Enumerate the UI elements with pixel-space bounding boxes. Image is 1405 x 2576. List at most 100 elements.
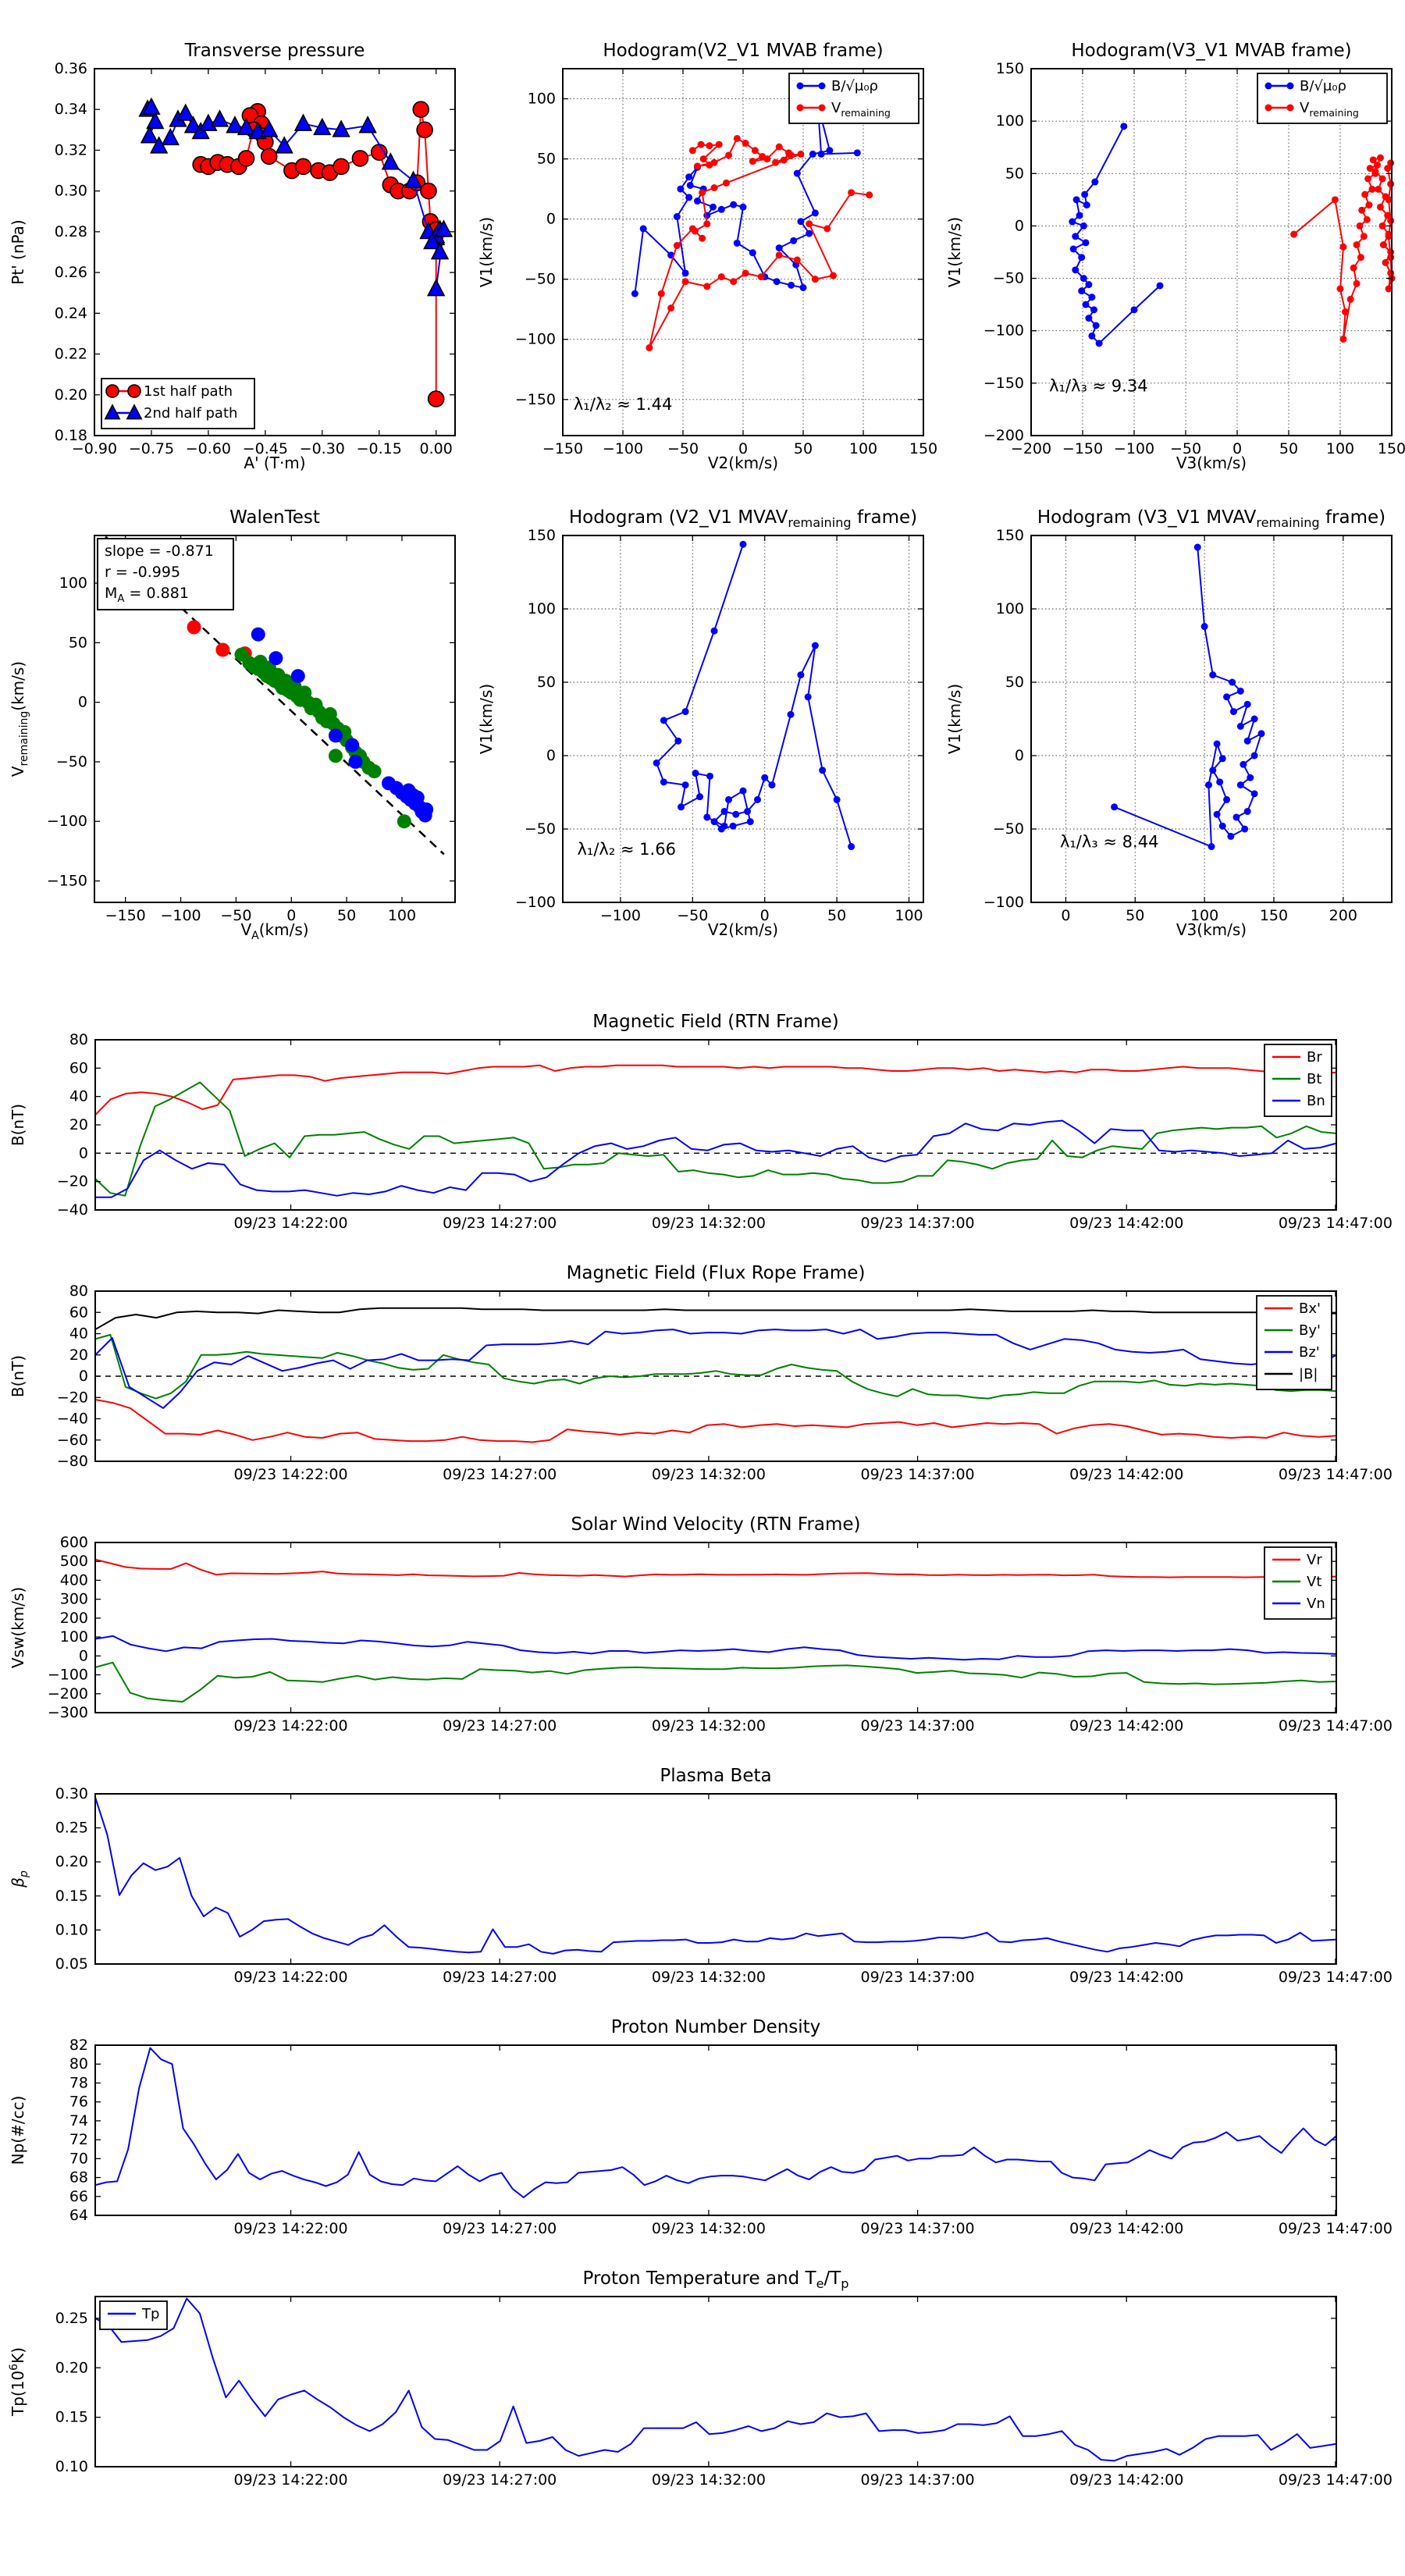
y-axis-label: B(nT) (9, 1104, 27, 1146)
stats-box: slope = -0.871 r = -0.995 MA = 0.881 (97, 538, 234, 610)
y-axis-label: βp (9, 1870, 30, 1888)
y-tick-label: 0 (79, 1144, 88, 1162)
y-tick-label: 60 (69, 1304, 88, 1321)
legend-label: Vr (1307, 1552, 1322, 1568)
y-tick-label: −50 (525, 271, 556, 288)
series-0 (192, 101, 445, 407)
x-tick-label: 09/23 14:32:00 (652, 1969, 766, 1986)
hodogram-v2v1-mvav-chart: −100 −50 0 50 100 −100 −50 0 50 100 150 Hodogram (V… (477, 507, 924, 939)
y-tick-label: −150 (47, 873, 87, 890)
x-tick-label: 100 (1326, 440, 1354, 457)
chart-title: Hodogram (V3_V1 MVAVremaining frame) (1037, 507, 1385, 530)
y-tick-label: 300 (60, 1591, 88, 1608)
hodogram-row-1: −0.90 −0.75 −0.60 −0.45 −0.30 −0.15 0.00 0.18 0.… (0, 9, 1405, 476)
x-tick-label: 09/23 14:32:00 (652, 2471, 766, 2489)
x-tick-label: 50 (337, 907, 356, 924)
x-tick-label: −100 (600, 907, 641, 924)
series-0 (631, 100, 861, 297)
y-tick-label: 0.20 (55, 2359, 88, 2376)
y-tick-label: 20 (69, 1347, 88, 1364)
series-1 (138, 97, 454, 297)
x-tick-label: 09/23 14:37:00 (861, 2471, 975, 2489)
y-tick-label: 150 (528, 527, 556, 544)
x-tick-label: 09/23 14:47:00 (1279, 1466, 1393, 1483)
y-tick-label: −50 (993, 270, 1024, 287)
plasma-beta-chart: 09/23 14:22:00 09/23 14:27:00 09/23 14:32:… (9, 1766, 1393, 1986)
legend-label: |B| (1299, 1366, 1318, 1382)
hodogram-v2v1-mvab-chart: −150 −100 −50 0 50 100 150 −150 −100 −50 0 50 100 Hod… (477, 41, 937, 472)
y-tick-label: 100 (996, 600, 1024, 617)
x-tick-label: 09/23 14:27:00 (443, 1717, 557, 1735)
y-tick-label: −100 (515, 894, 556, 911)
x-tick-label: −200 (1011, 440, 1051, 457)
y-tick-label: 0.30 (55, 183, 87, 200)
y-tick-label: −300 (48, 1704, 88, 1721)
y-tick-label: 0.15 (55, 1888, 88, 1905)
stats-line: r = -0.995 (105, 564, 180, 581)
x-tick-label: 0 (760, 907, 770, 924)
axes-frame (94, 68, 456, 436)
series-0 (94, 2297, 1337, 2462)
series-2 (234, 647, 411, 829)
y-tick-label: −150 (984, 375, 1024, 392)
x-tick-label: 09/23 14:47:00 (1279, 2471, 1393, 2489)
axes-frame (562, 535, 924, 903)
x-tick-label: −50 (220, 907, 251, 924)
x-tick-label: 100 (1190, 907, 1218, 924)
x-tick-label: 100 (849, 440, 877, 457)
x-tick-label: 200 (1329, 907, 1357, 924)
x-tick-label: 09/23 14:22:00 (233, 1969, 347, 1986)
x-tick-label: 09/23 14:22:00 (233, 2220, 347, 2237)
legend: 1st half path 2nd half path (101, 378, 255, 429)
y-tick-label: 100 (528, 600, 556, 617)
x-tick-label: 150 (1378, 440, 1405, 457)
x-tick-label: −100 (603, 440, 643, 457)
y-tick-label: 100 (528, 91, 556, 108)
y-tick-label: 150 (996, 60, 1024, 77)
y-tick-label: −60 (57, 1432, 88, 1449)
y-axis-label: V1(km/s) (945, 684, 964, 754)
solar-wind-velocity-chart-panel: 09/23 14:22:00 09/23 14:27:00 09/23 14:32:… (0, 1507, 1405, 1758)
chart-title: Transverse pressure (184, 41, 365, 61)
x-tick-label: 09/23 14:22:00 (233, 1466, 347, 1483)
chart-title: Proton Temperature and Te/Tp (582, 2268, 848, 2291)
series-0 (653, 540, 855, 851)
x-tick-label: 09/23 14:27:00 (443, 1215, 557, 1232)
axes-frame (1030, 68, 1393, 436)
walen-test-chart: −150 −100 −50 0 50 100 −150 −100 −50 0 50 100 WalenT… (9, 507, 456, 942)
y-tick-label: −100 (47, 813, 87, 830)
x-tick-label: 09/23 14:27:00 (443, 1466, 557, 1483)
x-tick-label: 09/23 14:32:00 (652, 2220, 766, 2237)
legend-label: Bn (1307, 1093, 1325, 1109)
x-tick-label: 100 (388, 907, 416, 924)
y-tick-label: 600 (60, 1534, 88, 1551)
y-tick-label: 0.28 (55, 223, 87, 240)
x-tick-label: −50 (667, 440, 699, 457)
x-tick-label: 0 (738, 440, 748, 457)
y-tick-label: 400 (60, 1571, 88, 1589)
series-0 (1111, 543, 1265, 851)
x-tick-label: −0.45 (243, 440, 288, 457)
axes-frame (94, 2044, 1337, 2216)
x-tick-label: 09/23 14:22:00 (233, 2471, 347, 2489)
y-tick-label: −200 (48, 1685, 88, 1703)
transverse-pressure-chart: −0.90 −0.75 −0.60 −0.45 −0.30 −0.15 0.00 0.18 0.… (9, 41, 456, 472)
chart-title: Hodogram(V2_V1 MVAB frame) (603, 41, 883, 61)
x-tick-label: −0.60 (186, 440, 231, 457)
x-tick-label: 09/23 14:27:00 (443, 2220, 557, 2237)
proton-density-chart-panel: 09/23 14:22:00 09/23 14:27:00 09/23 14:32:… (0, 2009, 1405, 2261)
legend: Vr Vt Vn (1264, 1546, 1332, 1620)
y-tick-label: −40 (57, 1411, 88, 1428)
x-tick-label: 50 (794, 440, 813, 457)
x-tick-label: 09/23 14:42:00 (1069, 1215, 1183, 1232)
series-2 (95, 1119, 1337, 1198)
x-tick-label: 09/23 14:42:00 (1069, 1717, 1183, 1735)
x-tick-label: −50 (677, 907, 708, 924)
y-axis-label: Vsw(km/s) (9, 1587, 27, 1668)
y-tick-label: 0 (546, 211, 556, 228)
y-axis-label: V1(km/s) (477, 684, 496, 754)
x-tick-label: 09/23 14:37:00 (861, 1466, 975, 1483)
y-tick-label: 100 (996, 112, 1024, 130)
series-0 (1069, 123, 1164, 347)
hodogram-v3v1-mvav-chart: 0 50 100 150 200 −100 −50 0 50 100 150 Hodogram (V3… (945, 507, 1393, 939)
